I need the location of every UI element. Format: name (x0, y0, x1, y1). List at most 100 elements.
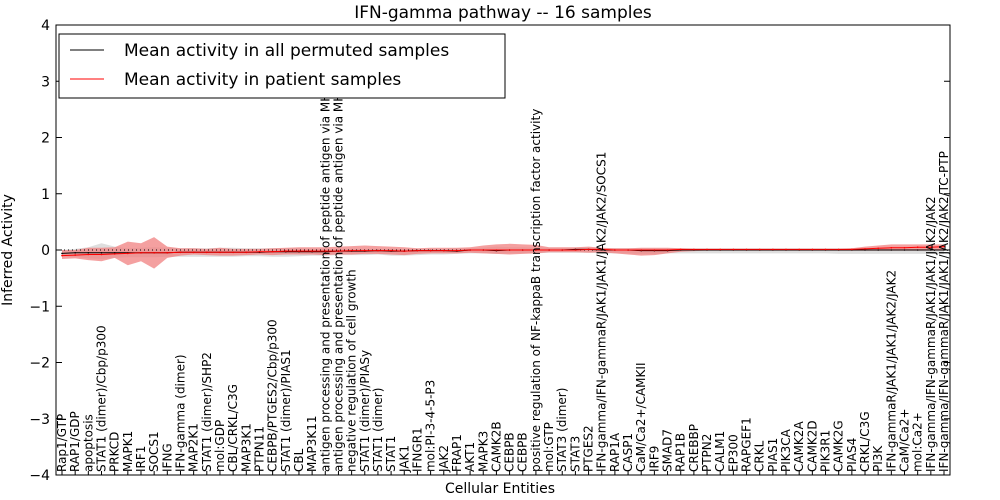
x-tick-label: CAMK2B (489, 421, 503, 472)
series-lines (61, 245, 945, 257)
x-tick-label: CBL/CRKL/C3G (226, 384, 240, 472)
x-axis-label: Cellular Entities (445, 481, 555, 497)
data-point-patient (666, 249, 669, 251)
data-point-patient (916, 246, 919, 248)
x-tick-label: STAT1 (dimer) (371, 388, 385, 472)
data-point-patient (74, 254, 76, 256)
x-tick-label: CRKL (753, 440, 767, 472)
data-point-patient (350, 249, 353, 252)
data-point-patient (930, 246, 932, 248)
x-tick-label: IFN-gamma/IFN-gammaR/JAK1/JAK1/JAK2/JAK2… (937, 151, 951, 472)
y-axis: −4 −3 −2 −1 0 1 2 3 4 (29, 18, 950, 484)
data-point-patient (877, 247, 879, 250)
x-tick-label: CAMK2D (805, 420, 819, 472)
x-tick-label: PI3K (871, 445, 885, 472)
data-point-patient (824, 248, 827, 251)
legend-label-permuted: Mean activity in all permuted samples (124, 41, 449, 61)
data-point-patient (614, 249, 616, 251)
x-tick-label: IFN-gamma (dimer) (173, 354, 187, 472)
data-point-patient (364, 249, 366, 252)
data-point-patient (285, 250, 287, 252)
x-tick-label: MAP3K1 (239, 423, 253, 472)
x-tick-label: mol:Ca2+ (911, 412, 925, 472)
data-point-patient (232, 251, 234, 254)
y-tick-label: 0 (41, 243, 50, 259)
legend: Mean activity in all permuted samples Me… (58, 33, 506, 99)
x-tick-label: negative regulation of cell growth (345, 269, 359, 472)
data-point-patient (548, 249, 550, 251)
data-point-permuted (864, 249, 866, 251)
x-tick-label: CEBPB (503, 432, 517, 472)
data-point-patient (837, 248, 840, 251)
data-point-patient (561, 249, 563, 251)
data-point-patient (192, 251, 195, 254)
data-point-patient (679, 248, 682, 251)
x-tick-label: positive regulation of NF-kappaB transcr… (529, 109, 543, 472)
x-tick-label: PTPN11 (252, 426, 266, 472)
x-tick-label: STAT3 (568, 436, 582, 472)
x-tick-label: PTGES2 (582, 425, 596, 472)
data-point-permuted (877, 249, 879, 251)
x-tick-label: IRF9 (647, 446, 661, 472)
x-tick-label: STAT1 (384, 436, 398, 472)
data-point-patient (324, 250, 327, 252)
data-point-permuted (890, 249, 893, 251)
data-point-patient (521, 249, 524, 251)
x-tick-label: STAT1 (dimer)/SHP2 (200, 352, 214, 472)
x-tick-label: PIAS1 (766, 438, 780, 472)
data-point-patient (87, 253, 90, 256)
x-tick-label: mol:PI-3-4-5-P3 (424, 380, 438, 472)
y-tick-label: −1 (29, 299, 50, 315)
series-line-patient (61, 246, 945, 257)
data-point-patient (864, 248, 866, 250)
x-tick-label: antigen processing and presentation of p… (331, 40, 345, 472)
x-tick-label: MAPK1 (121, 431, 135, 472)
data-point-patient (403, 250, 406, 252)
x-tick-label: PRKCD (108, 432, 122, 472)
data-point-patient (140, 252, 142, 254)
data-point-patient (166, 252, 169, 254)
data-point-patient (61, 254, 63, 257)
x-tick-label: PIAS4 (845, 438, 859, 472)
data-point-patient (627, 249, 629, 251)
x-tick-label: CEBPB/PTGES2/Cbp/p300 (266, 319, 280, 472)
x-tick-label: apoptosis (81, 414, 95, 472)
data-point-patient (482, 249, 485, 251)
band-patient (62, 237, 944, 269)
x-tick-label: IRF1 (134, 446, 148, 472)
data-point-patient (640, 249, 642, 251)
chart-title: IFN-gamma pathway -- 16 samples (354, 3, 652, 23)
data-point-patient (456, 249, 458, 252)
x-tick-label: CBL (292, 448, 306, 472)
data-point-patient (443, 249, 445, 252)
x-tick-label: JAK1 (397, 445, 411, 473)
data-point-patient (337, 250, 340, 252)
data-point-patient (311, 250, 313, 252)
data-point-patient (693, 248, 695, 251)
x-tick-label: STAT1 (dimer)/PIASy (358, 350, 372, 472)
data-point-patient (495, 249, 498, 251)
data-point-permuted (916, 249, 919, 251)
x-tick-label: EP300 (726, 434, 740, 472)
confidence-bands (62, 237, 944, 269)
data-point-patient (798, 248, 800, 251)
x-tick-label: STAT1 (dimer)/PIAS1 (279, 349, 293, 472)
data-point-patient (179, 251, 182, 254)
data-point-patient (535, 249, 537, 251)
x-tick-label: RAP1B (674, 433, 688, 472)
y-axis-label: Inferred Activity (0, 194, 16, 306)
x-tick-label: CAMK2G (832, 420, 846, 472)
x-tick-label: IFNG (160, 443, 174, 472)
data-point-patient (429, 249, 432, 252)
data-point-patient (574, 249, 577, 251)
legend-label-patient: Mean activity in patient samples (124, 70, 401, 90)
data-point-patient (245, 251, 248, 254)
x-tick-label: Rap1/GTP (55, 414, 69, 472)
x-tick-label: IFNGR1 (410, 427, 424, 472)
x-tick-label: IFN-gammaR/JAK1/JAK1/JAK2/JAK2 (884, 270, 898, 472)
x-tick-label: CASP1 (621, 433, 635, 472)
x-tick-label: JAK2 (437, 445, 451, 473)
x-tick-label: CAMK2A (792, 421, 806, 472)
data-point-patient (745, 248, 748, 251)
data-point-permuted (87, 252, 90, 254)
